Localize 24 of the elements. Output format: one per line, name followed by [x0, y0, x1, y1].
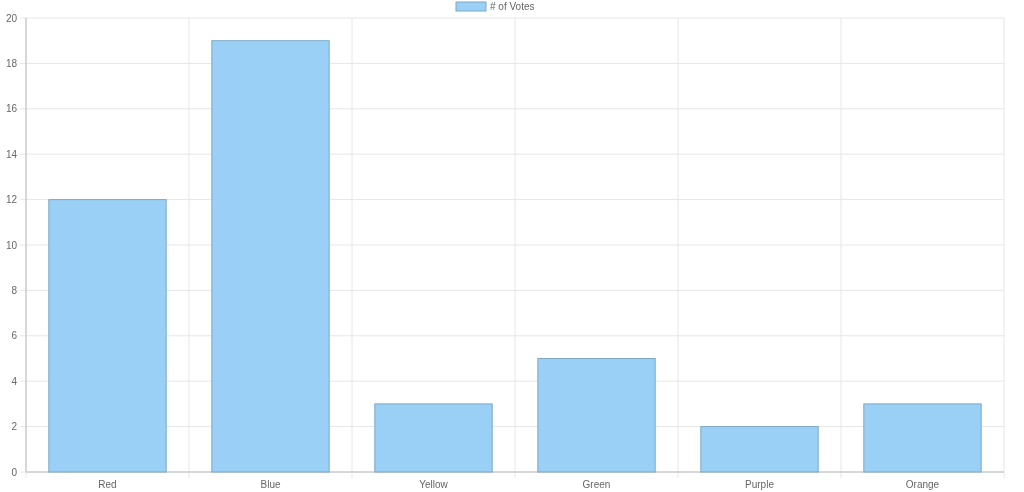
x-tick-label: Green — [582, 479, 611, 490]
y-tick-label: 18 — [5, 57, 18, 69]
y-tick-label: 10 — [5, 239, 18, 251]
y-tick-label: 6 — [11, 330, 18, 342]
y-tick-label: 16 — [5, 103, 18, 115]
bar — [374, 403, 493, 473]
bar — [211, 40, 330, 473]
legend-label: # of Votes — [490, 0, 535, 12]
x-tick-label: Yellow — [419, 479, 449, 490]
y-tick-label: 14 — [5, 148, 18, 160]
x-tick-label: Blue — [260, 479, 281, 490]
y-tick-label: 20 — [5, 12, 18, 24]
y-tick-label: 4 — [11, 375, 18, 387]
bar — [537, 358, 656, 473]
bar — [48, 199, 167, 473]
bar — [700, 426, 819, 473]
x-tick-label: Purple — [745, 479, 775, 490]
x-tick-label: Orange — [905, 479, 940, 490]
bar — [863, 403, 982, 473]
x-tick-label: Red — [98, 479, 117, 490]
y-tick-label: 0 — [11, 466, 18, 478]
y-tick-label: 12 — [5, 194, 18, 206]
y-tick-label: 2 — [11, 421, 18, 433]
y-tick-label: 8 — [11, 284, 18, 296]
